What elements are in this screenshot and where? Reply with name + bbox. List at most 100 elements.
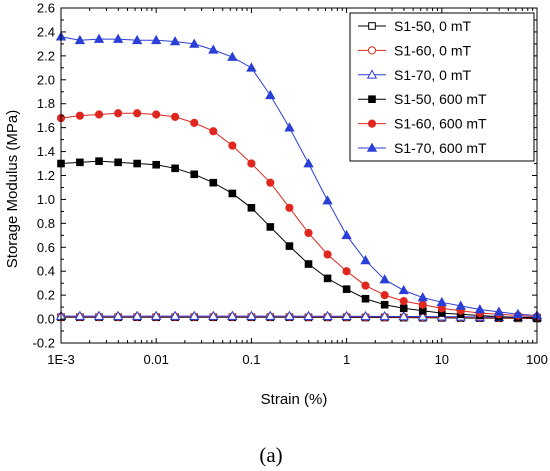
data-point xyxy=(133,109,142,118)
data-point xyxy=(227,51,238,61)
data-point xyxy=(304,228,313,238)
data-point xyxy=(303,310,314,320)
data-point xyxy=(284,310,295,320)
data-point xyxy=(76,158,84,167)
data-point xyxy=(398,284,409,295)
data-point xyxy=(151,34,162,45)
y-tick-label: 1.2 xyxy=(37,168,55,183)
x-tick-label: 0.01 xyxy=(144,352,169,367)
data-point xyxy=(266,178,275,187)
legend-marker xyxy=(367,119,377,128)
data-point xyxy=(208,44,219,54)
data-point xyxy=(436,296,447,307)
data-point xyxy=(380,300,389,309)
data-point xyxy=(114,109,123,118)
data-point xyxy=(171,112,180,121)
x-axis-title: Strain (%) xyxy=(261,391,328,408)
legend-box xyxy=(349,12,535,162)
y-tick-label: 2.2 xyxy=(37,48,55,63)
data-point xyxy=(189,310,200,320)
y-tick-label: 1.6 xyxy=(37,120,55,135)
x-tick-label: 1 xyxy=(343,352,350,367)
data-point xyxy=(360,310,371,321)
data-point xyxy=(380,291,389,300)
data-point xyxy=(171,164,179,173)
y-tick-label: 0.6 xyxy=(37,240,55,255)
data-point xyxy=(227,310,238,320)
data-point xyxy=(303,158,314,168)
data-point xyxy=(112,33,124,43)
data-point xyxy=(322,310,333,320)
legend: S1-50, 0 mT S1-60, 0 mT S1-70, 0 mT S1-50, … xyxy=(349,12,535,162)
data-point xyxy=(190,170,199,179)
data-point xyxy=(208,310,219,320)
legend-marker xyxy=(366,69,378,79)
data-point xyxy=(132,34,143,45)
data-point xyxy=(341,229,352,240)
data-point xyxy=(93,310,105,320)
legend-marker xyxy=(368,95,376,104)
data-point xyxy=(455,300,466,310)
y-tick-label: 1.0 xyxy=(37,192,55,207)
series-3 xyxy=(55,310,543,322)
data-point xyxy=(152,110,161,119)
data-point xyxy=(266,223,275,231)
data-point xyxy=(151,310,162,320)
legend-label: S1-50, 600 mT xyxy=(394,91,487,107)
data-point xyxy=(323,250,332,259)
legend-label: S1-50, 0 mT xyxy=(394,18,471,34)
data-point xyxy=(75,111,85,120)
data-point xyxy=(246,310,257,320)
legend-label: S1-60, 0 mT xyxy=(394,42,471,58)
data-point xyxy=(94,110,104,119)
data-point xyxy=(74,34,86,45)
y-tick-label: 0.2 xyxy=(37,288,55,303)
data-point xyxy=(322,195,333,205)
data-point xyxy=(74,310,86,320)
data-point xyxy=(304,260,313,268)
y-tick-label: 0.0 xyxy=(37,312,55,327)
y-tick-label: 0.4 xyxy=(37,264,55,279)
y-tick-label: 0.8 xyxy=(37,216,55,231)
data-point xyxy=(379,274,390,284)
legend-item-6: S1-70, 600 mT xyxy=(358,140,487,156)
y-tick-label: 2.4 xyxy=(37,24,55,39)
data-point xyxy=(209,127,218,136)
data-point xyxy=(189,38,200,48)
x-tick-label: 10 xyxy=(435,352,449,367)
data-point xyxy=(228,141,237,150)
data-point xyxy=(93,33,105,43)
x-tick-label: 100 xyxy=(526,352,548,367)
axes-layer: -0.2 0.0 0.2 0.4 0.6 0.8 1.0 1.2 1.4 1.6 1.8 2.0 2.2… xyxy=(33,1,548,368)
data-point xyxy=(112,310,124,320)
data-point xyxy=(493,306,505,316)
data-point xyxy=(285,242,294,250)
data-point xyxy=(342,285,351,293)
y-tick-label: 1.4 xyxy=(37,144,55,159)
data-point xyxy=(418,300,427,309)
data-point xyxy=(341,310,352,320)
legend-label: S1-60, 600 mT xyxy=(394,116,487,132)
x-tick-label: 1E-3 xyxy=(47,352,74,367)
data-point xyxy=(398,311,409,321)
data-point xyxy=(399,297,408,306)
legend-item-3: S1-70, 0 mT xyxy=(358,67,471,83)
data-point xyxy=(417,292,428,302)
data-point xyxy=(417,311,428,321)
data-point xyxy=(247,204,256,212)
data-point xyxy=(114,158,122,167)
legend-marker xyxy=(367,46,377,55)
data-point xyxy=(190,118,199,127)
data-point xyxy=(323,274,332,283)
data-point xyxy=(133,159,141,168)
y-axis-title: Storage Modulus (MPa) xyxy=(4,110,21,268)
series-4-line xyxy=(60,160,538,319)
data-point xyxy=(399,304,408,313)
panel-label: (a) xyxy=(259,443,282,467)
data-point xyxy=(361,294,370,303)
series-4 xyxy=(57,157,541,322)
data-point xyxy=(228,189,237,198)
x-tick-label: 0.1 xyxy=(242,352,260,367)
legend-label: S1-70, 600 mT xyxy=(394,140,487,156)
